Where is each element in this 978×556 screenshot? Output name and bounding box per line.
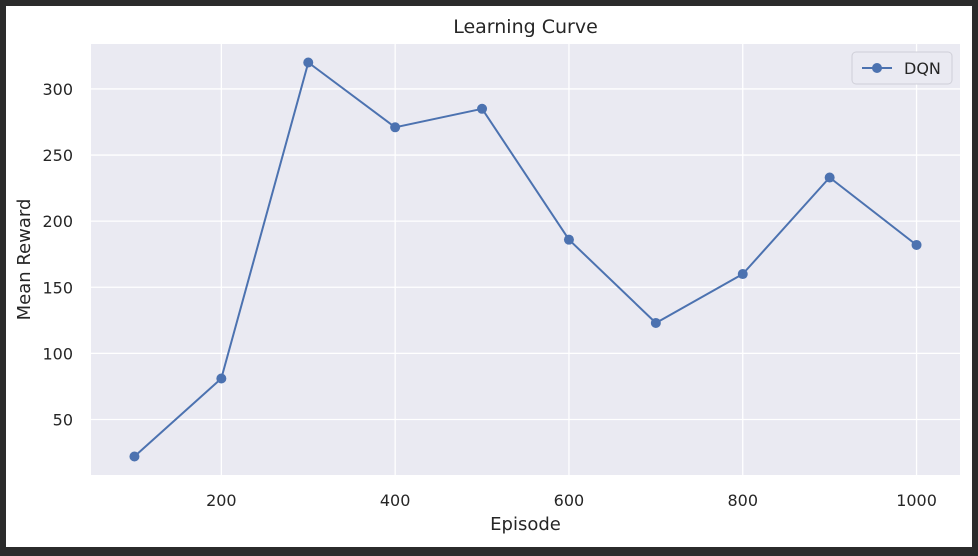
legend-box bbox=[851, 51, 953, 85]
y-tick-label: 150 bbox=[42, 278, 73, 297]
data-point bbox=[911, 239, 922, 250]
y-tick-label: 100 bbox=[42, 344, 73, 363]
data-point bbox=[563, 234, 574, 245]
data-point bbox=[477, 103, 488, 114]
y-tick-label: 250 bbox=[42, 146, 73, 165]
data-point bbox=[390, 122, 401, 133]
x-tick-label: 600 bbox=[554, 491, 585, 510]
x-tick-label: 1000 bbox=[896, 491, 937, 510]
x-axis-ticks: 200 400 600 800 1000 bbox=[206, 491, 937, 510]
y-axis-label: Mean Reward bbox=[14, 199, 35, 321]
y-tick-label: 50 bbox=[53, 410, 73, 429]
data-point bbox=[303, 57, 314, 68]
x-axis-label: Episode bbox=[490, 514, 561, 535]
data-point bbox=[650, 317, 661, 328]
data-point bbox=[737, 269, 748, 280]
y-tick-label: 300 bbox=[42, 80, 73, 99]
grid-lines bbox=[91, 44, 960, 475]
legend-label-dqn: DQN bbox=[904, 59, 941, 78]
x-tick-label: 200 bbox=[206, 491, 237, 510]
y-tick-label: 200 bbox=[42, 212, 73, 231]
series-line-dqn bbox=[133, 61, 918, 458]
y-axis-ticks: 50 100 150 200 250 300 bbox=[42, 80, 73, 430]
chart-title: Learning Curve bbox=[453, 16, 598, 38]
plot-area bbox=[91, 44, 960, 475]
legend: DQN bbox=[851, 51, 953, 85]
data-point bbox=[216, 373, 227, 384]
legend-marker-swatch bbox=[872, 63, 882, 73]
data-point bbox=[129, 451, 140, 462]
x-tick-label: 400 bbox=[380, 491, 411, 510]
data-point bbox=[824, 172, 835, 183]
series-layer bbox=[129, 57, 922, 462]
x-tick-label: 800 bbox=[727, 491, 758, 510]
